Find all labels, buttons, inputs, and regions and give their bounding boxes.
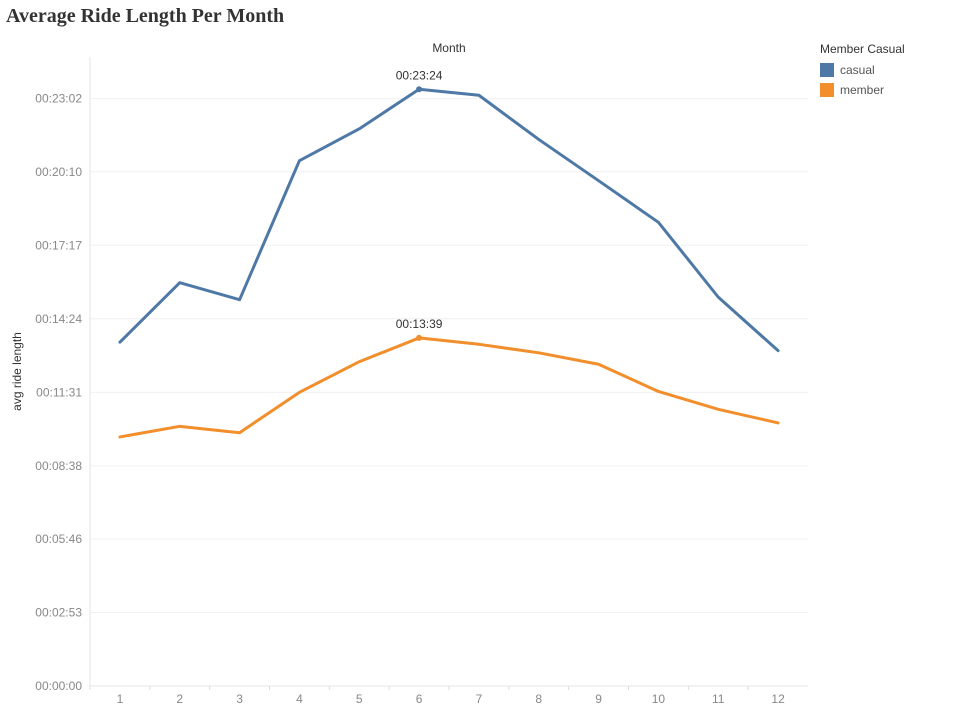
y-axis-title: avg ride length (10, 332, 24, 411)
y-tick-label: 00:17:17 (35, 238, 82, 252)
data-point-casual (416, 86, 423, 93)
x-tick-label: 5 (356, 692, 363, 706)
x-tick-label: 1 (117, 692, 124, 706)
x-tick-label: 7 (476, 692, 483, 706)
legend-swatch-member (820, 83, 834, 97)
x-tick-label: 6 (416, 692, 423, 706)
series (118, 86, 780, 439)
grid (90, 98, 808, 613)
legend-item-member[interactable]: member (820, 80, 905, 100)
data-point-member (416, 334, 423, 341)
y-tick-label: 00:20:10 (35, 165, 82, 179)
series-line-member (118, 336, 780, 439)
x-tick-label: 12 (771, 692, 785, 706)
y-tick-label: 00:11:31 (36, 385, 82, 399)
series-line-casual (118, 87, 780, 353)
legend-item-casual[interactable]: casual (820, 60, 905, 80)
legend: Member Casual casual member (820, 42, 905, 100)
legend-label-member: member (840, 83, 885, 97)
legend-label-casual: casual (840, 63, 875, 77)
x-tick-label: 10 (652, 692, 666, 706)
data-label-member: 00:13:39 (396, 317, 443, 331)
labels: 00:23:24 00:13:39 (396, 68, 443, 331)
y-tick-label: 00:05:46 (35, 532, 82, 546)
y-tick-label: 00:14:24 (35, 312, 82, 326)
x-tick-label: 11 (712, 692, 725, 706)
chart-title: Average Ride Length Per Month (6, 5, 285, 27)
legend-title: Member Casual (820, 42, 905, 56)
x-tick-label: 8 (535, 692, 542, 706)
y-tick-label: 00:00:00 (35, 679, 82, 693)
x-tick-label: 3 (236, 692, 243, 706)
data-label-casual: 00:23:24 (396, 68, 443, 82)
axes: 00:00:00 00:02:53 00:05:46 00:08:38 00:11:31… (10, 41, 808, 706)
x-tick-label: 2 (176, 692, 183, 706)
y-tick-label: 00:02:53 (35, 605, 82, 619)
x-tick-label: 4 (296, 692, 303, 706)
x-axis-title: Month (432, 41, 465, 55)
x-tick-label: 9 (595, 692, 602, 706)
y-tick-label: 00:08:38 (35, 459, 82, 473)
legend-swatch-casual (820, 63, 834, 77)
y-tick-label: 00:23:02 (35, 92, 82, 106)
